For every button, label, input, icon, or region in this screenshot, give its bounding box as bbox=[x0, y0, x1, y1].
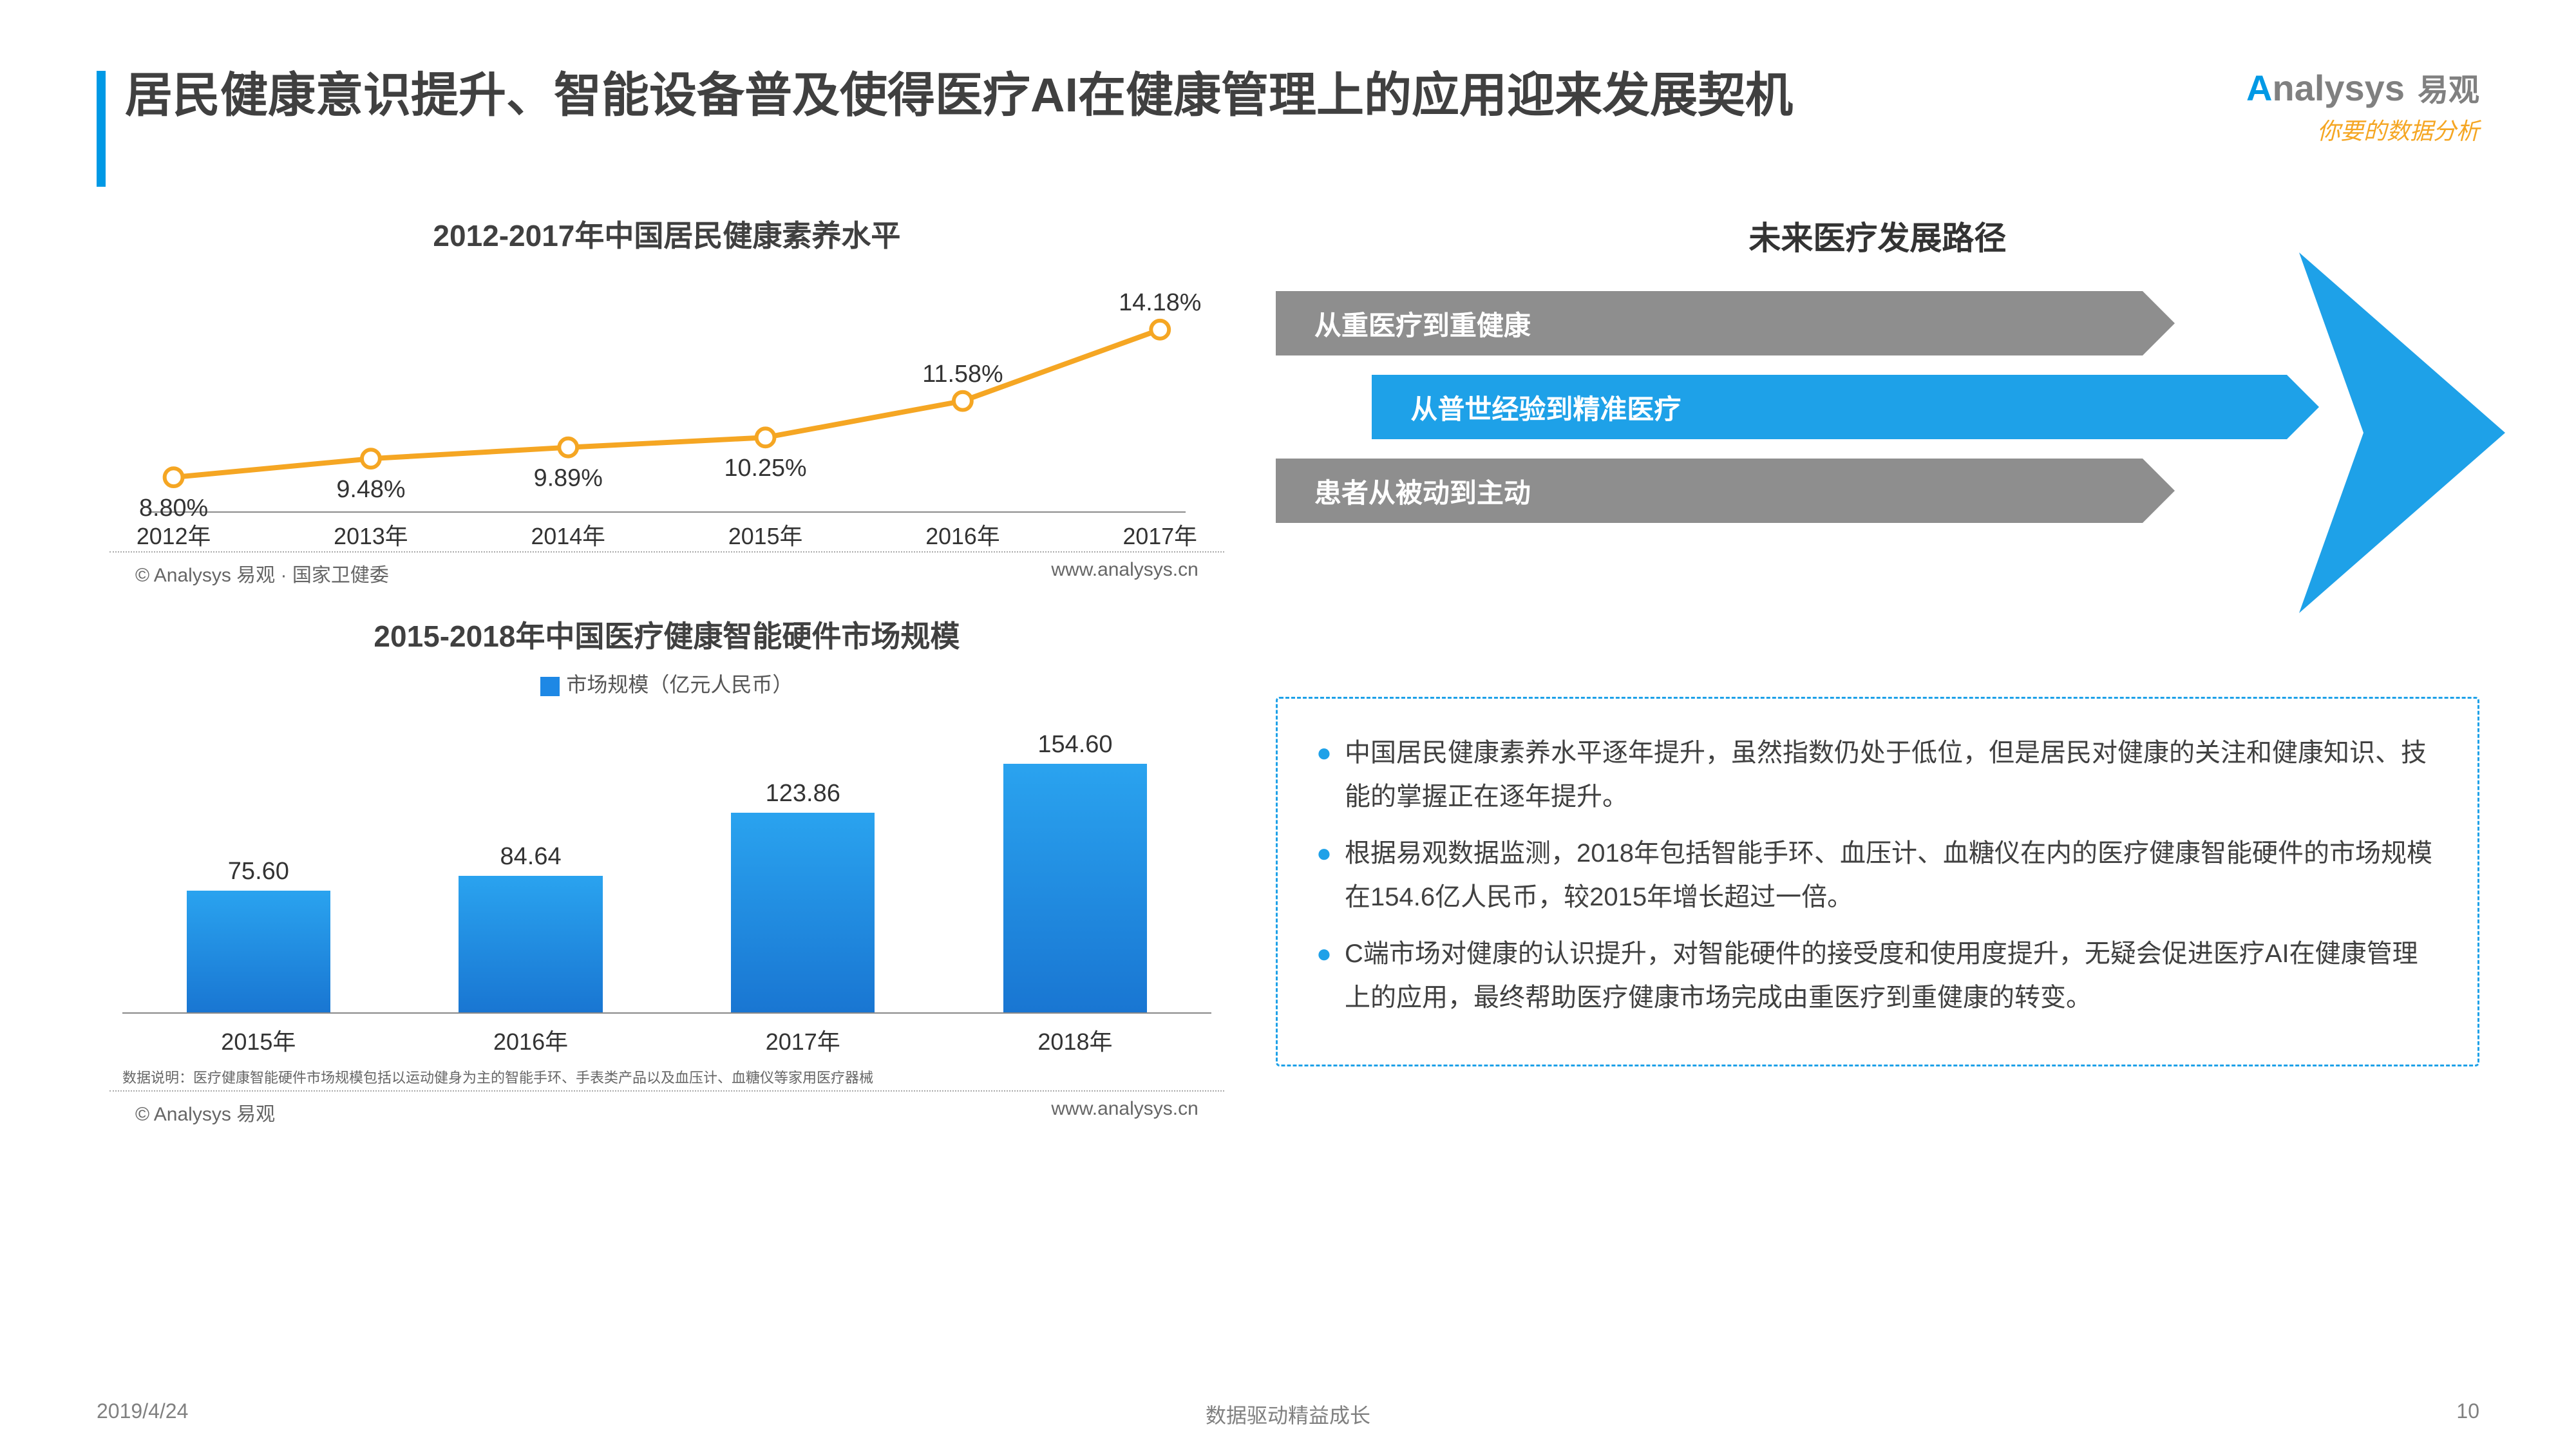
legend-swatch bbox=[540, 677, 560, 696]
bar bbox=[731, 813, 875, 1012]
arrow-label: 从普世经验到精准医疗 bbox=[1372, 375, 2287, 439]
bullets-box: ●中国居民健康素养水平逐年提升，虽然指数仍处于低位，但是居民对健康的关注和健康知… bbox=[1276, 697, 2479, 1066]
bar-legend: 市场规模（亿元人民币） bbox=[97, 668, 1237, 698]
logo: Analysys 易观 你要的数据分析 bbox=[2246, 64, 2479, 146]
bar-group: 75.60 bbox=[138, 858, 378, 1012]
svg-text:2013年: 2013年 bbox=[334, 524, 408, 549]
svg-text:10.25%: 10.25% bbox=[724, 455, 807, 482]
bar-value: 75.60 bbox=[138, 858, 378, 886]
svg-text:2017年: 2017年 bbox=[1123, 524, 1197, 549]
svg-text:2014年: 2014年 bbox=[531, 524, 605, 549]
footer-center: 数据驱动精益成长 bbox=[1206, 1399, 1370, 1429]
title-accent-bar bbox=[97, 71, 106, 187]
bar-legend-text: 市场规模（亿元人民币） bbox=[566, 673, 793, 696]
bullet-text: 根据易观数据监测，2018年包括智能手环、血压计、血糖仪在内的医疗健康智能硬件的… bbox=[1345, 831, 2439, 919]
bar-note: 数据说明：医疗健康智能硬件市场规模包括以运动健身为主的智能手环、手表类产品以及血… bbox=[97, 1057, 1237, 1090]
bullet-item: ●中国居民健康素养水平逐年提升，虽然指数仍处于低位，但是居民对健康的关注和健康知… bbox=[1316, 731, 2439, 819]
bar-xlabel: 2015年 bbox=[138, 1023, 378, 1057]
title-row: 居民健康意识提升、智能设备普及使得医疗AI在健康管理上的应用迎来发展契机 Ana… bbox=[97, 64, 2479, 187]
page-title: 居民健康意识提升、智能设备普及使得医疗AI在健康管理上的应用迎来发展契机 bbox=[125, 64, 2246, 126]
bar-chart-block: 2015-2018年中国医疗健康智能硬件市场规模 市场规模（亿元人民币） 75.… bbox=[97, 613, 1237, 1126]
line-source-right: www.analysys.cn bbox=[1051, 559, 1198, 587]
bar-chart-footer: © Analysys 易观 www.analysys.cn bbox=[109, 1090, 1224, 1126]
line-chart-footer: © Analysys 易观 · 国家卫健委 www.analysys.cn bbox=[109, 551, 1224, 587]
bullet-dot-icon: ● bbox=[1316, 731, 1332, 819]
bullet-item: ●C端市场对健康的认识提升，对智能硬件的接受度和使用度提升，无疑会促进医疗AI在… bbox=[1316, 932, 2439, 1019]
bar-xaxis: 2015年 2016年 2017年 2018年 bbox=[122, 1023, 1211, 1057]
line-source-left: © Analysys 易观 · 国家卫健委 bbox=[135, 559, 389, 587]
bar-source-right: www.analysys.cn bbox=[1051, 1098, 1198, 1126]
line-chart: 8.80%2012年 9.48% 2013年 9.89% 2014年 10.25% 2015… bbox=[122, 268, 1211, 551]
bullet-dot-icon: ● bbox=[1316, 831, 1332, 919]
bar-value: 84.64 bbox=[411, 843, 650, 871]
bar-group: 154.60 bbox=[955, 731, 1195, 1013]
bar-value: 123.86 bbox=[683, 780, 923, 808]
svg-text:2015年: 2015年 bbox=[728, 524, 802, 549]
bar bbox=[1003, 764, 1147, 1013]
bar-xlabel: 2017年 bbox=[683, 1023, 923, 1057]
bar-group: 84.64 bbox=[411, 843, 650, 1012]
footer-date: 2019/4/24 bbox=[97, 1399, 188, 1423]
slide: 居民健康意识提升、智能设备普及使得医疗AI在健康管理上的应用迎来发展契机 Ana… bbox=[0, 0, 2576, 1449]
bar bbox=[187, 891, 330, 1012]
bullet-text: 中国居民健康素养水平逐年提升，虽然指数仍处于低位，但是居民对健康的关注和健康知识… bbox=[1345, 731, 2439, 819]
svg-text:2016年: 2016年 bbox=[925, 524, 999, 549]
big-arrow-icon bbox=[2299, 252, 2505, 613]
bullet-dot-icon: ● bbox=[1316, 932, 1332, 1019]
arrow-label: 患者从被动到主动 bbox=[1276, 459, 2143, 523]
logo-prefix: A bbox=[2246, 68, 2272, 108]
svg-text:2012年: 2012年 bbox=[137, 524, 211, 549]
bar-source-left: © Analysys 易观 bbox=[135, 1098, 275, 1126]
svg-text:8.80%: 8.80% bbox=[139, 495, 208, 522]
logo-cn: 易观 bbox=[2418, 73, 2479, 108]
bar-chart: 75.60 84.64 123.86 154.60 bbox=[122, 705, 1211, 1014]
footer: 2019/4/24 数据驱动精益成长 10 bbox=[97, 1399, 2479, 1423]
bullet-text: C端市场对健康的认识提升，对智能硬件的接受度和使用度提升，无疑会促进医疗AI在健… bbox=[1345, 932, 2439, 1019]
bar bbox=[459, 876, 602, 1012]
bar-xlabel: 2016年 bbox=[411, 1023, 650, 1057]
svg-text:9.48%: 9.48% bbox=[336, 476, 405, 503]
line-chart-title: 2012-2017年中国居民健康素养水平 bbox=[97, 213, 1237, 255]
logo-en: nalysys bbox=[2272, 68, 2405, 108]
bar-group: 123.86 bbox=[683, 780, 923, 1012]
bar-value: 154.60 bbox=[955, 731, 1195, 759]
svg-text:11.58%: 11.58% bbox=[922, 361, 1003, 388]
bar-xlabel: 2018年 bbox=[955, 1023, 1195, 1057]
svg-text:14.18%: 14.18% bbox=[1119, 289, 1201, 316]
bar-chart-title: 2015-2018年中国医疗健康智能硬件市场规模 bbox=[97, 613, 1237, 656]
footer-page: 10 bbox=[2456, 1399, 2479, 1423]
svg-text:9.89%: 9.89% bbox=[534, 464, 603, 491]
logo-tagline: 你要的数据分析 bbox=[2246, 113, 2479, 146]
arrow-label: 从重医疗到重健康 bbox=[1276, 291, 2143, 355]
arrows-diagram: 从重医疗到重健康从普世经验到精准医疗患者从被动到主动 bbox=[1276, 291, 2479, 645]
line-chart-block: 2012-2017年中国居民健康素养水平 8.80%2012年 9.48% 2013… bbox=[97, 213, 1237, 587]
bullet-item: ●根据易观数据监测，2018年包括智能手环、血压计、血糖仪在内的医疗健康智能硬件… bbox=[1316, 831, 2439, 919]
